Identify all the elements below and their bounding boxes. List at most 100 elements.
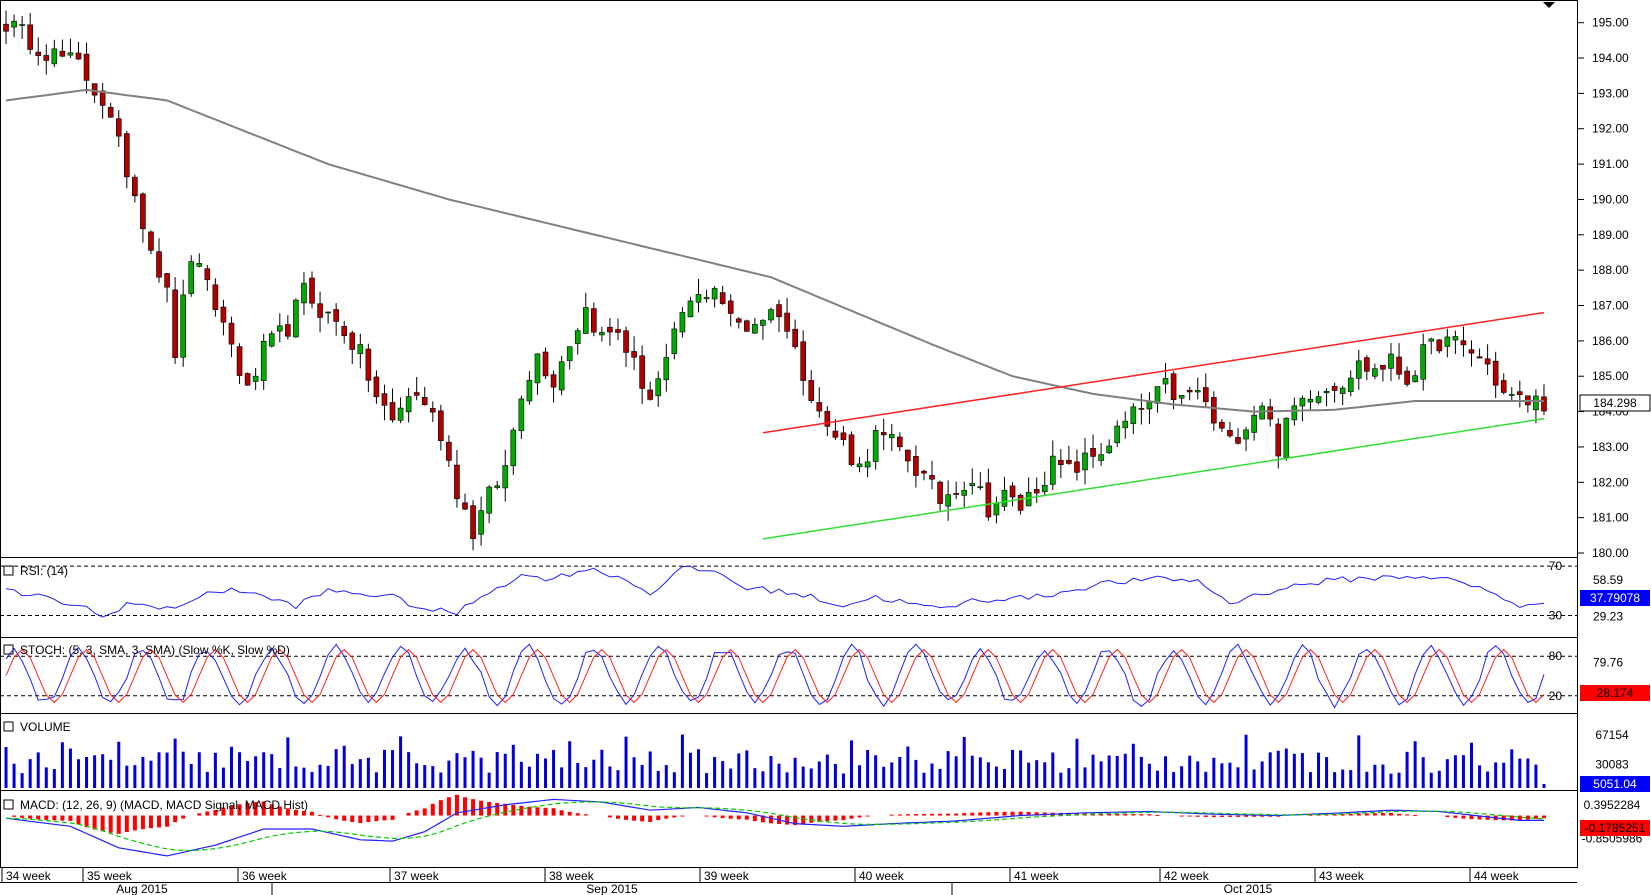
volume-bar bbox=[994, 766, 998, 788]
macd-hist-bar bbox=[140, 815, 145, 830]
candle-body bbox=[132, 176, 138, 197]
volume-bar bbox=[1405, 751, 1409, 788]
candle-body bbox=[937, 481, 943, 504]
volume-bar bbox=[713, 757, 717, 788]
macd-hist-bar bbox=[511, 804, 516, 816]
price-tick-label: 194.00 bbox=[1592, 51, 1629, 65]
volume-bar bbox=[849, 740, 853, 788]
volume-bar bbox=[753, 768, 757, 788]
week-label: 39 week bbox=[704, 869, 750, 883]
macd-hist-bar bbox=[503, 803, 508, 816]
macd-hist-bar bbox=[277, 806, 282, 816]
volume-bar bbox=[1486, 771, 1490, 788]
scroll-arrow-icon[interactable] bbox=[1543, 2, 1555, 8]
volume-toggle-icon[interactable] bbox=[3, 721, 14, 732]
volume-bar bbox=[254, 756, 258, 788]
candle-body bbox=[1170, 373, 1177, 401]
candle-body bbox=[945, 494, 951, 507]
macd-hist-bar bbox=[519, 805, 524, 816]
macd-hist-bar bbox=[1211, 815, 1216, 818]
candle-body bbox=[550, 374, 557, 388]
macd-hist-bar bbox=[52, 815, 57, 821]
volume-bar bbox=[1035, 760, 1039, 788]
macd-toggle-icon[interactable] bbox=[3, 799, 14, 810]
volume-bar bbox=[294, 766, 298, 788]
volume-bar bbox=[1196, 761, 1200, 788]
candle-body bbox=[1227, 429, 1233, 437]
macd-hist-bar bbox=[760, 815, 765, 823]
candle-body bbox=[1468, 349, 1475, 354]
macd-hist-bar bbox=[825, 815, 830, 822]
macd-hist-bar bbox=[559, 810, 564, 816]
price-tick-label: 185.00 bbox=[1592, 369, 1629, 383]
macd-hist-bar bbox=[913, 814, 918, 816]
macd-hist-bar bbox=[857, 815, 862, 818]
month-label: Aug 2015 bbox=[116, 882, 168, 895]
volume-bar bbox=[1043, 762, 1047, 788]
macd-hist-bar bbox=[406, 812, 411, 816]
candle-body bbox=[212, 284, 219, 310]
macd-current-marker: -0.1785251 bbox=[1580, 820, 1650, 836]
macd-hist-bar bbox=[1227, 815, 1232, 817]
macd-hist-bar bbox=[1115, 813, 1120, 816]
macd-hist-bar bbox=[607, 815, 612, 818]
volume-bar bbox=[1204, 771, 1208, 788]
candle-body bbox=[172, 289, 178, 358]
candle-body bbox=[1114, 425, 1121, 444]
volume-current-marker: 5051.04 bbox=[1580, 776, 1650, 792]
candle-body bbox=[413, 392, 420, 396]
candle-body bbox=[848, 434, 855, 466]
macd-hist-bar bbox=[173, 815, 178, 823]
candle-body bbox=[1436, 339, 1443, 352]
macd-hist-bar bbox=[76, 815, 81, 825]
macd-hist-bar bbox=[1372, 813, 1377, 816]
macd-hist-bar bbox=[148, 815, 153, 829]
stoch-toggle-icon[interactable] bbox=[3, 644, 14, 655]
candle-body bbox=[1388, 353, 1394, 369]
macd-hist-bar bbox=[237, 804, 242, 816]
volume-bar bbox=[358, 759, 362, 788]
macd-hist-bar bbox=[181, 815, 186, 819]
volume-bar bbox=[221, 767, 225, 788]
volume-bar bbox=[1478, 765, 1482, 788]
macd-hist-bar bbox=[1155, 814, 1160, 816]
volume-bar bbox=[1268, 752, 1272, 788]
candle-body bbox=[1517, 391, 1523, 395]
volume-bar bbox=[1308, 772, 1312, 788]
volume-bar bbox=[1542, 784, 1546, 788]
candle-body bbox=[91, 83, 98, 96]
macd-hist-bar bbox=[768, 815, 773, 824]
macd-hist-bar bbox=[293, 809, 298, 816]
volume-bar bbox=[1131, 743, 1135, 788]
candle-body bbox=[1291, 405, 1298, 421]
candle-body bbox=[268, 333, 275, 347]
volume-bar bbox=[1373, 764, 1377, 788]
candle-body bbox=[494, 485, 501, 488]
candle-body bbox=[502, 465, 509, 489]
candle-body bbox=[872, 430, 879, 462]
volume-bar bbox=[688, 752, 692, 788]
macd-hist-bar bbox=[28, 815, 33, 819]
price-panel bbox=[3, 10, 1547, 551]
rsi-toggle-icon[interactable] bbox=[3, 565, 14, 576]
macd-hist-bar bbox=[1034, 812, 1039, 816]
volume-bar bbox=[922, 772, 926, 788]
macd-hist-bar bbox=[1147, 814, 1152, 816]
candle-body bbox=[1001, 490, 1008, 507]
candle-body bbox=[244, 373, 251, 386]
candle-body bbox=[59, 50, 66, 57]
macd-signal-line bbox=[5, 801, 1545, 852]
macd-hist-bar bbox=[132, 815, 137, 831]
volume-bar bbox=[4, 747, 8, 788]
volume-bar bbox=[986, 762, 990, 788]
macd-hist-bar bbox=[1525, 815, 1530, 820]
candle-body bbox=[1541, 396, 1547, 412]
volume-bar bbox=[382, 749, 386, 788]
volume-bar bbox=[1276, 750, 1280, 788]
volume-bar bbox=[205, 771, 209, 788]
volume-bar bbox=[1051, 752, 1055, 788]
volume-bar bbox=[817, 761, 821, 788]
macd-hist-bar bbox=[1517, 815, 1522, 821]
volume-bar bbox=[560, 767, 564, 788]
candle-body bbox=[1533, 395, 1539, 411]
